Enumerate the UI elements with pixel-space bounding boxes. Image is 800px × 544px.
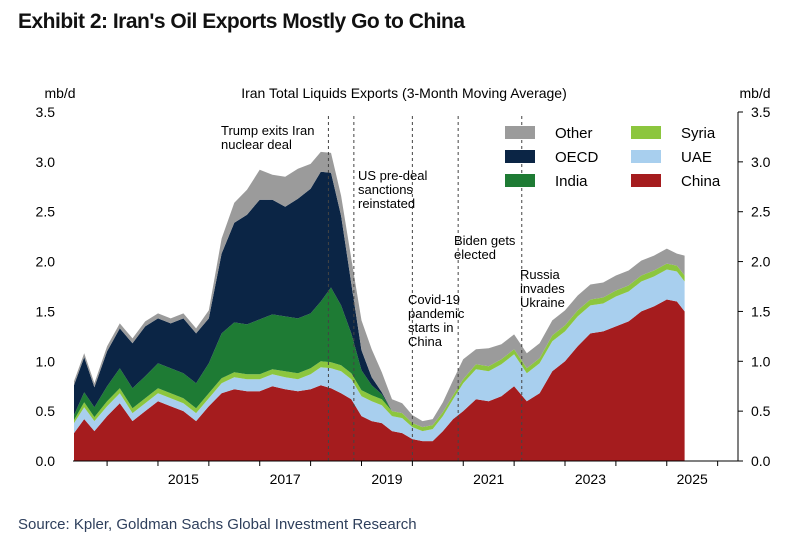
event-label-line: starts in — [408, 320, 454, 335]
y-tick-label-left: 0.5 — [36, 403, 56, 419]
legend-label-syria: Syria — [681, 125, 716, 142]
y-tick-label-left: 1.0 — [36, 353, 56, 369]
event-label-line: reinstated — [358, 196, 415, 211]
event-label-line: China — [408, 334, 443, 349]
exhibit-title: Exhibit 2: Iran's Oil Exports Mostly Go … — [18, 10, 465, 33]
event-label-line: pandemic — [408, 306, 465, 321]
legend-swatch-china — [631, 174, 661, 187]
y-tick-label-right: 2.0 — [751, 254, 771, 270]
area-uae — [74, 269, 685, 442]
legend-label-china: China — [681, 173, 721, 190]
area-other — [74, 151, 685, 428]
source-note: Source: Kpler, Goldman Sachs Global Inve… — [18, 516, 417, 533]
right-axis-unit: mb/d — [739, 85, 770, 101]
x-tick-label: 2023 — [575, 471, 606, 487]
x-tick-label: 2021 — [473, 471, 504, 487]
event-label-line: US pre-deal — [358, 168, 427, 183]
legend-swatch-india — [505, 174, 535, 187]
event-label: Russia invades Ukraine — [520, 267, 565, 310]
area-layers — [74, 151, 685, 461]
event-label: US pre-deal sanctions reinstated — [358, 168, 427, 211]
y-tick-label-left: 0.0 — [36, 453, 56, 469]
legend-swatch-oecd — [505, 150, 535, 163]
left-axis-unit: mb/d — [44, 85, 75, 101]
x-tick-label: 2019 — [371, 471, 402, 487]
legend-label-india: India — [555, 173, 588, 190]
legend-swatch-uae — [631, 150, 661, 163]
y-tick-label-left: 2.0 — [36, 254, 56, 270]
event-label-line: sanctions — [358, 182, 413, 197]
event-label: Trump exits Iran nuclear deal — [221, 123, 314, 152]
event-label-line: Ukraine — [520, 295, 565, 310]
legend-swatch-other — [505, 126, 535, 139]
axes: Iran Total Liquids Exports (3-Month Movi… — [36, 85, 771, 487]
x-tick-label: 2025 — [677, 471, 708, 487]
event-label-line: nuclear deal — [221, 137, 292, 152]
y-tick-label-left: 2.5 — [36, 204, 56, 220]
event-label: Covid-19 pandemic starts in China — [408, 292, 465, 349]
y-tick-label-right: 2.5 — [751, 204, 771, 220]
area-china — [74, 299, 685, 461]
event-label-line: elected — [454, 247, 496, 262]
chart-title: Iran Total Liquids Exports (3-Month Movi… — [241, 85, 567, 101]
event-label-line: invades — [520, 281, 565, 296]
x-tick-label: 2015 — [168, 471, 199, 487]
y-tick-label-right: 0.5 — [751, 403, 771, 419]
legend-label-oecd: OECD — [555, 149, 599, 166]
legend-swatch-syria — [631, 126, 661, 139]
y-tick-label-right: 1.5 — [751, 303, 771, 319]
legend: Other Syria OECD UAE India China — [505, 125, 721, 190]
legend-label-uae: UAE — [681, 149, 712, 166]
y-tick-label-right: 0.0 — [751, 453, 771, 469]
event-label-line: Trump exits Iran — [221, 123, 314, 138]
y-tick-label-left: 3.0 — [36, 154, 56, 170]
y-tick-label-left: 1.5 — [36, 303, 56, 319]
event-label-line: Biden gets — [454, 233, 516, 248]
y-tick-label-right: 3.5 — [751, 104, 771, 120]
y-tick-label-right: 3.0 — [751, 154, 771, 170]
event-label: Biden gets elected — [454, 233, 516, 262]
y-tick-label-left: 3.5 — [36, 104, 56, 120]
x-tick-label: 2017 — [270, 471, 301, 487]
legend-label-other: Other — [555, 125, 593, 142]
y-tick-label-right: 1.0 — [751, 353, 771, 369]
event-label-line: Covid-19 — [408, 292, 460, 307]
area-india — [74, 263, 685, 428]
event-label-line: Russia — [520, 267, 561, 282]
